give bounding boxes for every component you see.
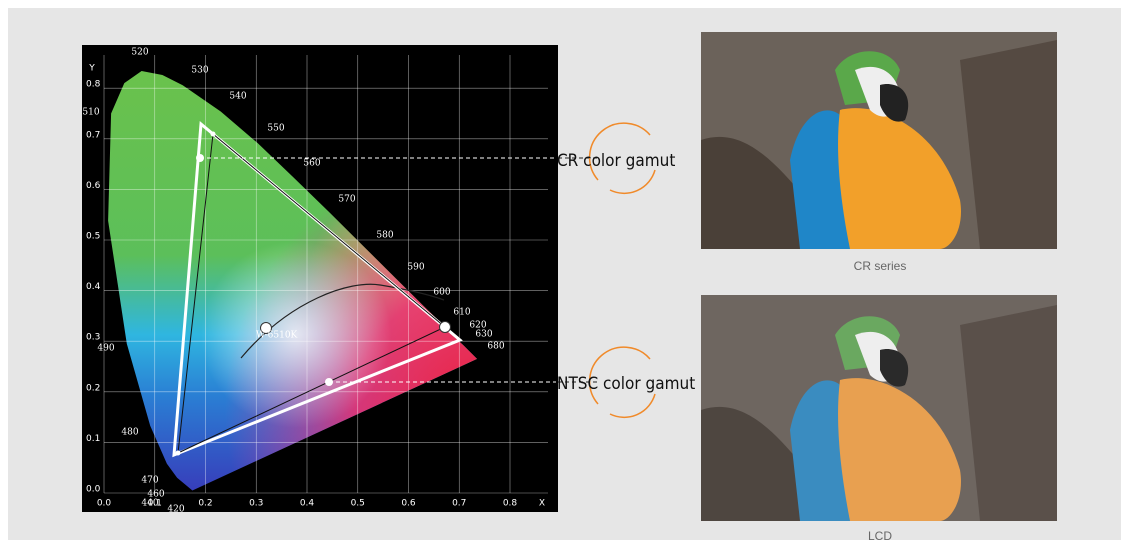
wavelength-label: 470: [141, 476, 158, 486]
callout-arc: [609, 169, 656, 195]
wavelength-label: 620: [469, 321, 486, 331]
wavelength-label: 580: [376, 231, 393, 241]
wavelength-label: 490: [97, 344, 114, 354]
x-axis-label: X: [539, 499, 545, 509]
y-tick-label: 0.3: [86, 333, 100, 343]
y-tick-label: 0.7: [86, 130, 100, 140]
white-point-label: W-6510K: [256, 331, 298, 341]
callout-arc: [609, 393, 656, 419]
wavelength-label: 520: [131, 48, 148, 58]
x-tick-label: 0.0: [97, 499, 112, 509]
y-tick-label: 0.8: [86, 80, 101, 90]
vertex: [175, 450, 181, 456]
white-point: [260, 322, 272, 334]
vertex: [210, 131, 216, 137]
wavelength-label: 550: [267, 124, 284, 134]
wavelength-label: 420: [167, 505, 184, 515]
y-tick-label: 0.5: [86, 232, 100, 242]
y-tick-label: 0.0: [86, 485, 101, 495]
x-tick-label: 0.3: [249, 499, 263, 509]
vertex: [439, 321, 451, 333]
wavelength-label: 560: [303, 159, 320, 169]
x-tick-label: 0.8: [503, 499, 518, 509]
y-tick-label: 0.1: [86, 434, 100, 444]
y-tick-label: 0.4: [86, 282, 101, 292]
caption: LCD: [868, 529, 892, 543]
y-tick-label: 0.2: [86, 383, 100, 393]
callout-label: NTSC color gamut: [557, 374, 695, 394]
wavelength-label: 480: [121, 428, 138, 438]
photo-lcd: [701, 295, 1057, 521]
wavelength-label: 530: [191, 66, 208, 76]
ntsc-gamut: [177, 133, 446, 454]
wavelength-label: 540: [229, 92, 246, 102]
x-tick-label: 0.1: [148, 499, 162, 509]
wavelength-label: 600: [433, 288, 450, 298]
x-tick-label: 0.6: [401, 499, 416, 509]
wavelength-label: 440: [141, 499, 158, 509]
wavelength-label: 570: [338, 195, 355, 205]
wavelength-label: 590: [407, 263, 424, 273]
wavelength-label: 510: [82, 108, 99, 118]
wavelength-label: 460: [147, 490, 164, 500]
y-axis-label: Y: [88, 64, 95, 74]
wavelength-label: 610: [453, 308, 470, 318]
x-tick-label: 0.4: [300, 499, 315, 509]
x-tick-label: 0.5: [351, 499, 365, 509]
x-tick-label: 0.2: [198, 499, 212, 509]
y-tick-label: 0.6: [86, 181, 101, 191]
wavelength-label: 630: [475, 330, 492, 340]
photo-cr: [701, 32, 1057, 249]
callout-label: CR color gamut: [557, 151, 675, 171]
callout-arc: [588, 122, 651, 181]
callout-arc: [588, 346, 651, 405]
caption: CR series: [854, 259, 907, 273]
x-tick-label: 0.7: [452, 499, 466, 509]
planckian-locus: [240, 283, 445, 359]
wavelength-label: 680: [487, 342, 504, 352]
